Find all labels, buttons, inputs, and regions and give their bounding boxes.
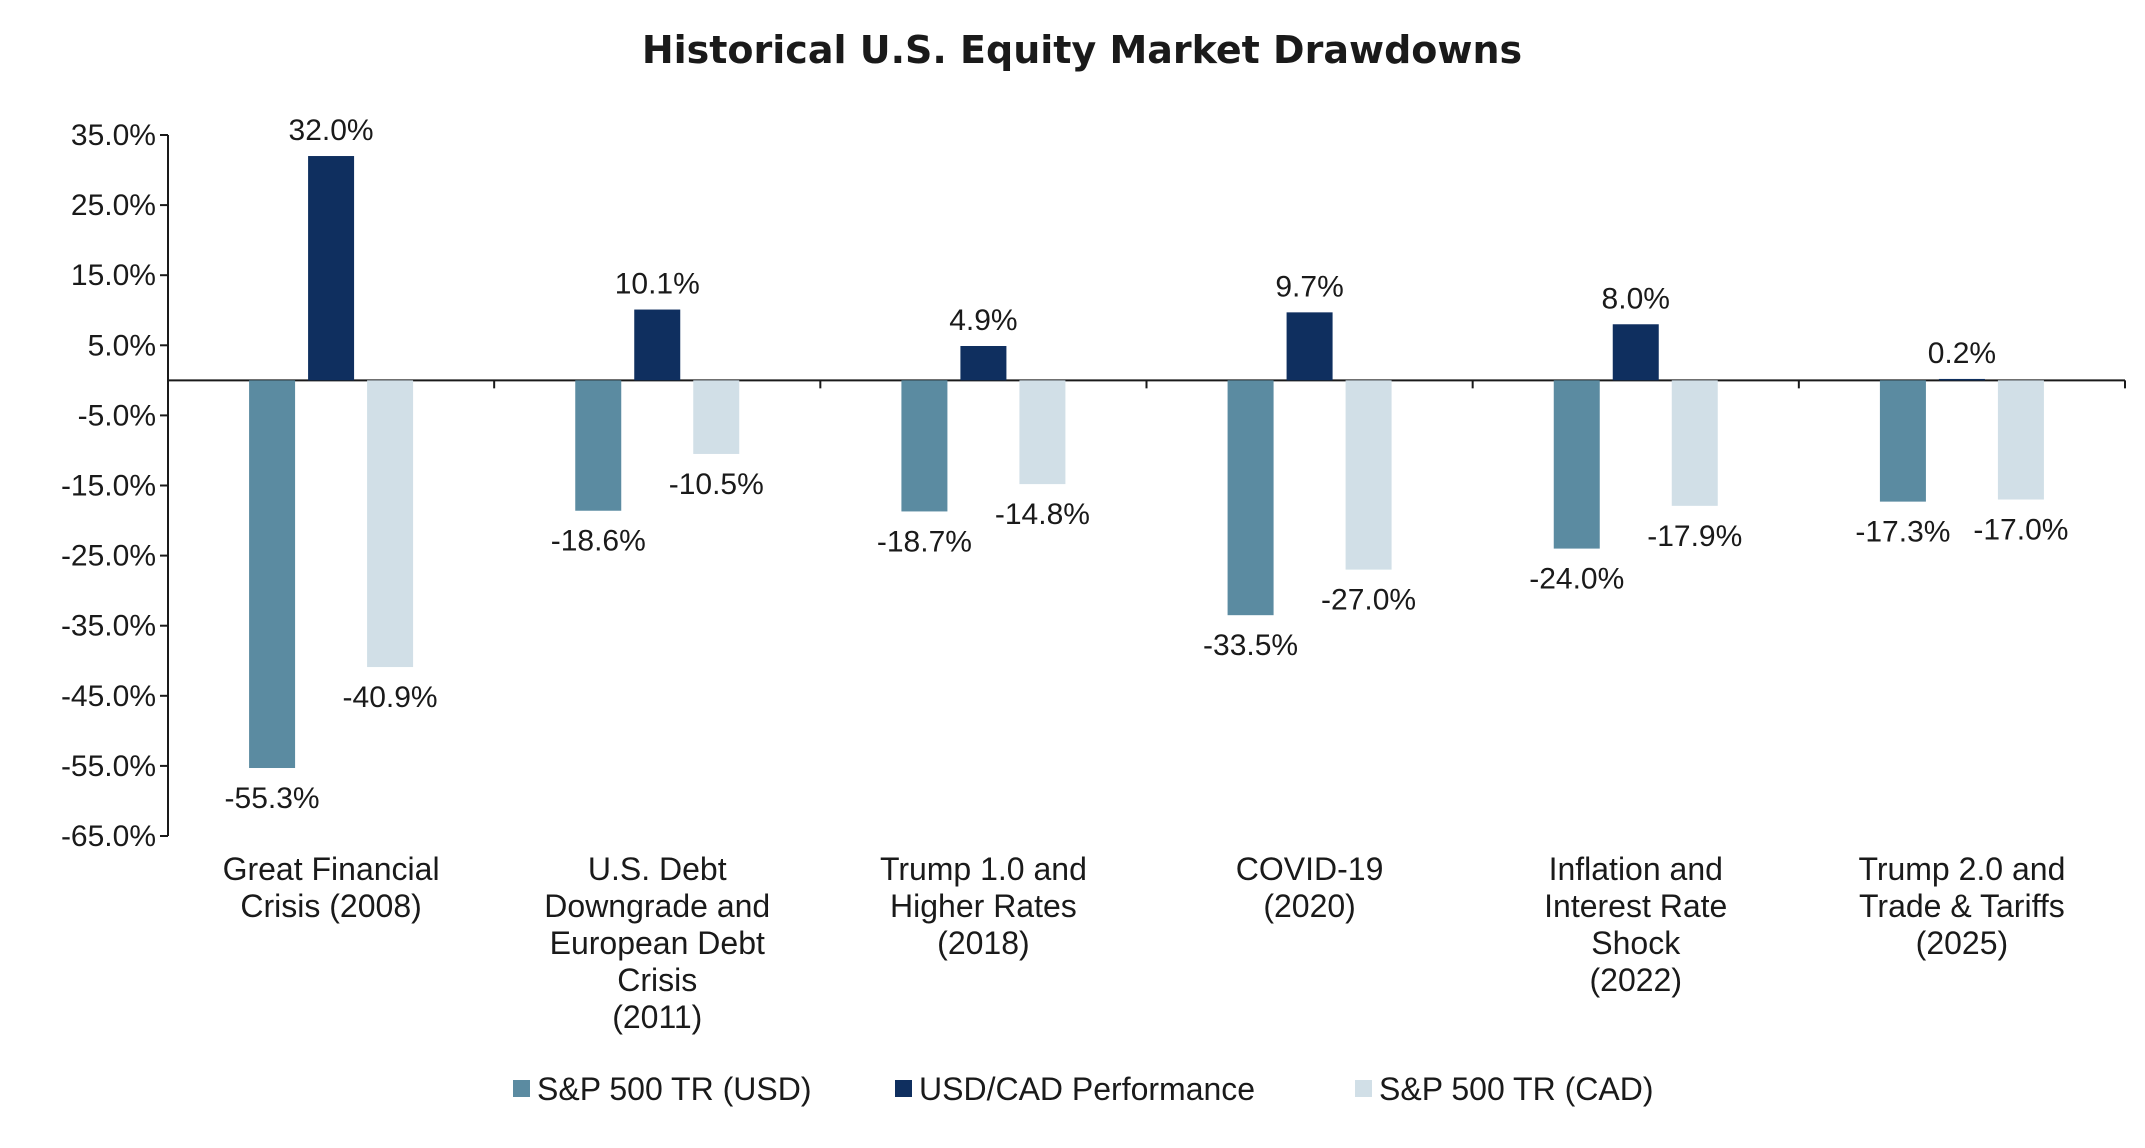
data-label: 10.1% — [615, 268, 700, 301]
y-tick-label: 5.0% — [88, 329, 156, 362]
category-label: Trump 1.0 and Higher Rates (2018) — [880, 851, 1087, 961]
data-label: -18.7% — [877, 525, 972, 558]
data-label: 9.7% — [1275, 270, 1343, 303]
bar — [308, 156, 355, 381]
legend-swatch — [895, 1080, 912, 1097]
data-label: -17.9% — [1647, 520, 1742, 553]
category-label: U.S. Debt Downgrade and European Debt Crisi… — [544, 851, 770, 1035]
category-label: COVID-19 (2020) — [1236, 851, 1384, 924]
bar — [1019, 380, 1066, 485]
data-label: -27.0% — [1321, 584, 1416, 617]
y-tick-label: -25.0% — [61, 540, 156, 573]
y-tick-label: 35.0% — [71, 119, 156, 152]
bar — [1612, 324, 1659, 381]
y-tick-label: 15.0% — [71, 259, 156, 292]
data-label: -33.5% — [1203, 629, 1298, 662]
y-tick-label: -35.0% — [61, 610, 156, 643]
bar — [693, 380, 740, 454]
y-tick-label: -65.0% — [61, 820, 156, 853]
bar — [575, 380, 622, 511]
bar — [634, 309, 681, 381]
chart-title: Historical U.S. Equity Market Drawdowns — [642, 28, 1522, 72]
data-label: -10.5% — [669, 468, 764, 501]
y-tick-label: 25.0% — [71, 189, 156, 222]
bar — [901, 380, 948, 512]
bar — [249, 380, 296, 769]
data-label: -17.3% — [1855, 516, 1950, 549]
bar — [1345, 380, 1392, 570]
data-label: -14.8% — [995, 498, 1090, 531]
y-tick-label: -45.0% — [61, 680, 156, 713]
y-tick-label: -55.0% — [61, 750, 156, 783]
bar — [1227, 380, 1274, 616]
data-label: -40.9% — [343, 681, 438, 714]
bar — [1938, 378, 1985, 381]
bar — [367, 380, 414, 668]
data-label: -17.0% — [1973, 514, 2068, 547]
data-label: 8.0% — [1602, 282, 1670, 315]
y-tick-label: -5.0% — [78, 399, 156, 432]
category-label: Great Financial Crisis (2008) — [223, 851, 440, 924]
data-label: -24.0% — [1529, 563, 1624, 596]
legend-swatch — [1355, 1080, 1372, 1097]
data-label: -55.3% — [225, 782, 320, 815]
y-tick-label: -15.0% — [61, 470, 156, 503]
bar — [1286, 312, 1333, 381]
data-label: 32.0% — [289, 114, 374, 147]
legend-swatch — [513, 1080, 530, 1097]
data-label: -18.6% — [551, 525, 646, 558]
bar — [1671, 380, 1718, 506]
legend-label: S&P 500 TR (USD) — [537, 1071, 811, 1107]
data-label: 0.2% — [1928, 337, 1996, 370]
bar — [1997, 380, 2044, 500]
legend-label: S&P 500 TR (CAD) — [1379, 1071, 1653, 1107]
bar — [1879, 380, 1926, 502]
data-label: 4.9% — [949, 304, 1017, 337]
legend-label: USD/CAD Performance — [919, 1071, 1255, 1107]
bar — [960, 346, 1007, 381]
bar — [1553, 380, 1600, 549]
category-label: Trump 2.0 and Trade & Tariffs (2025) — [1858, 851, 2065, 961]
category-label: Inflation and Interest Rate Shock (2022) — [1544, 851, 1727, 998]
